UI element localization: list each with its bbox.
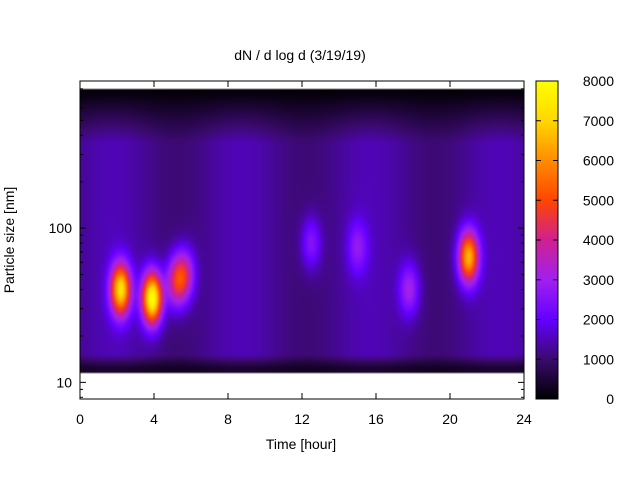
y-tick-label: 100 (49, 220, 73, 236)
x-axis-label: Time [hour] (266, 436, 336, 452)
colorbar-tick-label: 2000 (583, 312, 614, 328)
colorbar-tick-label: 5000 (583, 192, 614, 208)
chart-title: dN / d log d (3/19/19) (234, 47, 366, 63)
plot-area (79, 80, 525, 400)
colorbar-tick-label: 1000 (583, 351, 614, 367)
x-tick-label: 20 (442, 411, 458, 427)
colorbar-tick-label: 8000 (583, 73, 614, 89)
x-tick-label: 24 (516, 411, 532, 427)
heatmap-image (80, 81, 524, 399)
x-tick-label: 12 (294, 411, 310, 427)
colorbar-tick-label: 0 (606, 391, 614, 407)
y-axis-label: Particle size [nm] (1, 187, 17, 294)
colorbar-tick-label: 4000 (583, 232, 614, 248)
y-axis: 10 100 (49, 80, 524, 398)
x-tick-label: 8 (224, 411, 232, 427)
x-tick-label: 16 (368, 411, 384, 427)
x-axis: 0 4 8 12 16 20 24 (76, 81, 532, 427)
colorbar-tick-label: 3000 (583, 272, 614, 288)
colorbar-axis: 0 1000 2000 3000 4000 5000 6000 7000 8000 (536, 73, 614, 407)
colorbar-tick-label: 6000 (583, 153, 614, 169)
colorbar-tick-label: 7000 (583, 113, 614, 129)
x-tick-label: 0 (76, 411, 84, 427)
y-tick-label: 10 (56, 374, 72, 390)
x-tick-label: 4 (150, 411, 158, 427)
colorbar-gradient (536, 81, 558, 399)
